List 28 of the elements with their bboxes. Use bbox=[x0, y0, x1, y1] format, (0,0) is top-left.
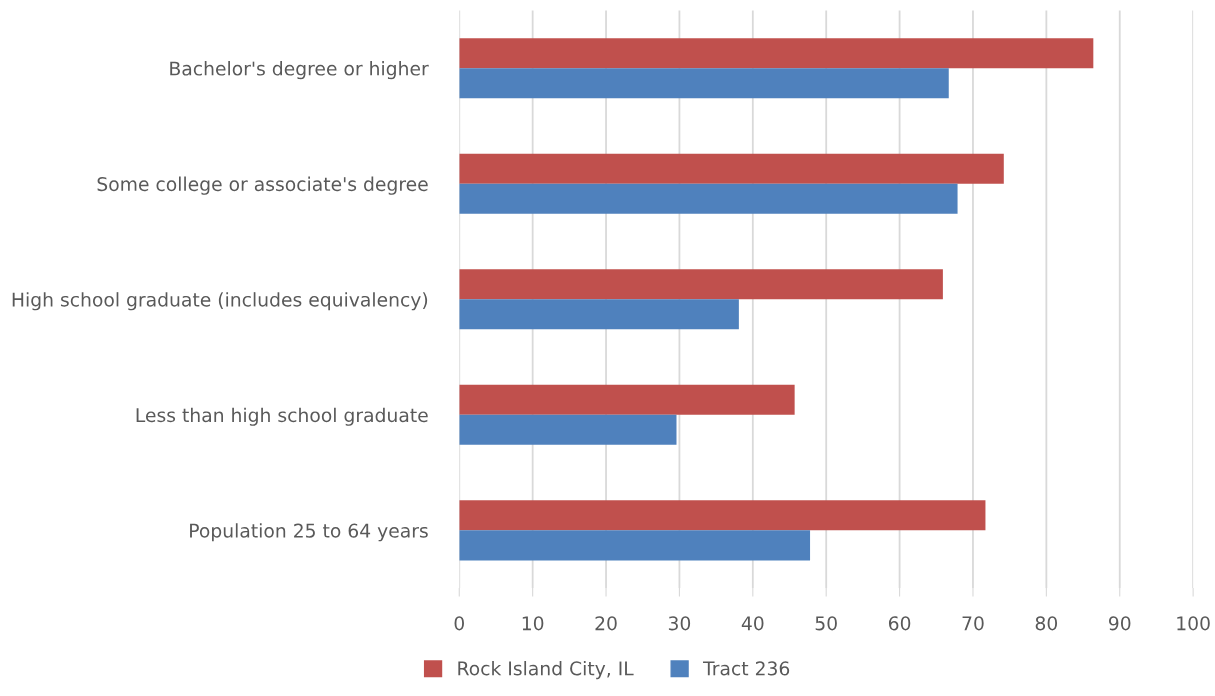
bar bbox=[459, 68, 949, 99]
x-tick-label: 100 bbox=[1177, 616, 1210, 631]
x-tick-label: 90 bbox=[1108, 616, 1131, 631]
x-tick-label: 60 bbox=[888, 616, 911, 631]
bar bbox=[459, 530, 811, 561]
x-tick-label: 50 bbox=[815, 616, 837, 631]
bar bbox=[459, 153, 1004, 184]
legend-label: Tract 236 bbox=[703, 661, 790, 676]
x-tick-label: 0 bbox=[454, 616, 464, 631]
y-tick-label: Less than high school graduate bbox=[136, 407, 428, 426]
y-tick-label: Bachelor's degree or higher bbox=[170, 61, 429, 80]
x-tick-label: 80 bbox=[1035, 616, 1058, 631]
bar bbox=[459, 269, 943, 300]
bar bbox=[459, 38, 1094, 69]
legend-label: Rock Island City, IL bbox=[458, 660, 634, 680]
bar bbox=[459, 414, 677, 445]
y-tick-label: High school graduate (includes equivalency) bbox=[12, 292, 428, 311]
y-tick-label: Some college or associate's degree bbox=[97, 176, 428, 195]
bar bbox=[459, 183, 958, 214]
x-tick-label: 10 bbox=[522, 616, 544, 631]
bar bbox=[459, 384, 795, 415]
y-tick-label: Population 25 to 64 years bbox=[190, 523, 428, 542]
x-tick-label: 70 bbox=[962, 616, 984, 631]
bar bbox=[459, 299, 739, 330]
x-tick-label: 40 bbox=[741, 616, 764, 631]
x-tick-label: 20 bbox=[595, 616, 617, 631]
bar bbox=[459, 500, 986, 531]
x-tick-label: 30 bbox=[668, 616, 691, 631]
